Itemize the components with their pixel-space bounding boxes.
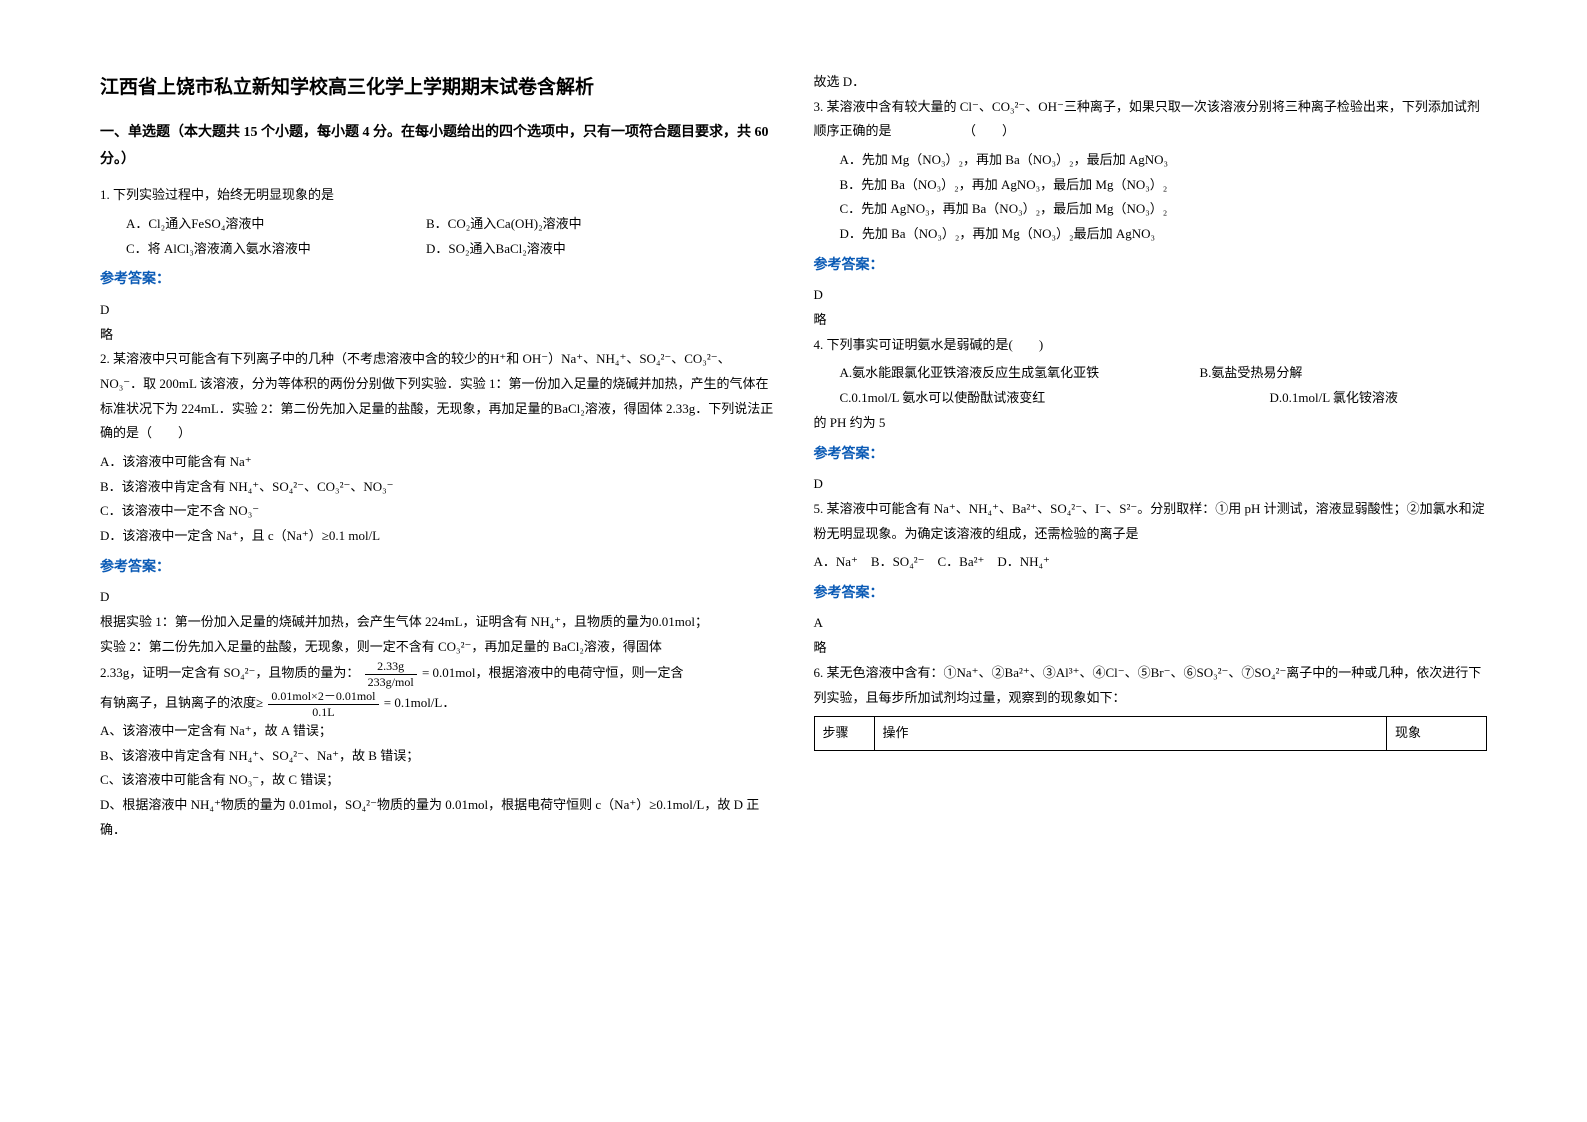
q6-stem: 6. 某无色溶液中含有：①Na⁺、②Ba²⁺、③Al³⁺、④Cl⁻、⑤Br⁻、⑥… (814, 661, 1488, 710)
q5-ans-label: 参考答案： (814, 581, 1488, 608)
table-row: 步骤 操作 现象 (814, 717, 1487, 751)
q2-ee: 故选 D． (814, 70, 1488, 95)
q1-exp: 略 (100, 323, 774, 348)
q2-frac2: 0.01mol×2－0.01mol 0.1L (266, 689, 380, 719)
q3-opt-c: C．先加 AgNO₃，再加 Ba（NO₃）₂，最后加 Mg（NO₃）₂ (814, 197, 1488, 222)
q5-opts: A．Na⁺ B．SO₄²⁻ C．Ba²⁺ D．NH₄⁺ (814, 550, 1488, 575)
q2-e4-post: = 0.1mol/L． (384, 695, 456, 710)
q4-opt-c: C.0.1mol/L 氨水可以使酚酞试液变红 (840, 386, 1270, 411)
q1-opts-row2: C．将 AlCl₃溶液滴入氨水溶液中 D．SO₂通入BaCl₂溶液中 (100, 237, 774, 262)
q5-stem: 5. 某溶液中可能含有 Na⁺、NH₄⁺、Ba²⁺、SO₄²⁻、I⁻、S²⁻。分… (814, 497, 1488, 546)
q5-ans: A (814, 611, 1488, 636)
q2-ea: A、该溶液中一定含有 Na⁺，故 A 错误； (100, 719, 774, 744)
q2-opt-c: C．该溶液中一定不含 NO₃⁻ (100, 499, 774, 524)
q4-ans: D (814, 472, 1488, 497)
q6-th2: 操作 (874, 717, 1387, 751)
q2-opt-d: D．该溶液中一定含 Na⁺，且 c（Na⁺）≥0.1 mol/L (100, 524, 774, 549)
q1-opts-row1: A．Cl₂通入FeSO₄溶液中 B．CO₂通入Ca(OH)₂溶液中 (100, 212, 774, 237)
q2-ec: C、该溶液中可能含有 NO₃⁻，故 C 错误； (100, 768, 774, 793)
left-column: 江西省上饶市私立新知学校高三化学上学期期末试卷含解析 一、单选题（本大题共 15… (80, 70, 794, 1082)
q1-opt-b: B．CO₂通入Ca(OH)₂溶液中 (426, 212, 582, 237)
q2-frac2-num: 0.01mol×2－0.01mol (268, 689, 378, 704)
q2-e2: 实验 2：第二份先加入足量的盐酸，无现象，则一定不含有 CO₃²⁻，再加足量的 … (100, 635, 774, 660)
q3-stem: 3. 某溶液中含有较大量的 Cl⁻、CO₃²⁻、OH⁻三种离子，如果只取一次该溶… (814, 95, 1488, 144)
doc-title: 江西省上饶市私立新知学校高三化学上学期期末试卷含解析 (100, 70, 774, 106)
q1-ans-label: 参考答案： (100, 267, 774, 294)
q3-ans-label: 参考答案： (814, 253, 1488, 280)
q2-opt-b: B．该溶液中肯定含有 NH₄⁺、SO₄²⁻、CO₃²⁻、NO₃⁻ (100, 475, 774, 500)
q2-e4: 有钠离子，且钠离子的浓度≥ 0.01mol×2－0.01mol 0.1L = 0… (100, 689, 774, 719)
q2-stem: 2. 某溶液中只可能含有下列离子中的几种（不考虑溶液中含的较少的H⁺和 OH⁻）… (100, 347, 774, 446)
q2-e3-post: = 0.01mol，根据溶液中的电荷守恒，则一定含 (422, 665, 684, 680)
q3-ans: D (814, 283, 1488, 308)
q4-opt-d: D.0.1mol/L 氯化铵溶液 (1270, 386, 1398, 411)
q6-th3: 现象 (1387, 717, 1487, 751)
q3-opt-d: D．先加 Ba（NO₃）₂，再加 Mg（NO₃）₂最后加 AgNO₃ (814, 222, 1488, 247)
q2-eb: B、该溶液中肯定含有 NH₄⁺、SO₄²⁻、Na⁺，故 B 错误； (100, 744, 774, 769)
q5-exp: 略 (814, 636, 1488, 661)
q2-ans-label: 参考答案： (100, 555, 774, 582)
q2-ans: D (100, 585, 774, 610)
q2-e3-pre: 2.33g，证明一定含有 SO₄²⁻，且物质的量为： (100, 665, 359, 680)
q4-row1: A.氨水能跟氯化亚铁溶液反应生成氢氧化亚铁 B.氨盐受热易分解 (814, 361, 1488, 386)
q4-opt-a: A.氨水能跟氯化亚铁溶液反应生成氢氧化亚铁 (840, 361, 1200, 386)
q3-opt-b: B．先加 Ba（NO₃）₂，再加 AgNO₃，最后加 Mg（NO₃）₂ (814, 173, 1488, 198)
q1-opt-c: C．将 AlCl₃溶液滴入氨水溶液中 (126, 237, 426, 262)
q1-opt-d: D．SO₂通入BaCl₂溶液中 (426, 237, 566, 262)
q2-ed: D、根据溶液中 NH₄⁺物质的量为 0.01mol，SO₄²⁻物质的量为 0.0… (100, 793, 774, 842)
q6-th1: 步骤 (814, 717, 874, 751)
q2-e1: 根据实验 1：第一份加入足量的烧碱并加热，会产生气体 224mL，证明含有 NH… (100, 610, 774, 635)
q2-frac1-den: 233g/mol (365, 675, 417, 689)
q1-ans: D (100, 298, 774, 323)
q3-exp: 略 (814, 308, 1488, 333)
q2-e3: 2.33g，证明一定含有 SO₄²⁻，且物质的量为： 2.33g 233g/mo… (100, 659, 774, 689)
q2-frac2-den: 0.1L (268, 705, 378, 719)
q2-frac1: 2.33g 233g/mol (363, 659, 419, 689)
q3-opt-a: A．先加 Mg（NO₃）₂，再加 Ba（NO₃）₂，最后加 AgNO₃ (814, 148, 1488, 173)
q4-stem: 4. 下列事实可证明氨水是弱碱的是( ) (814, 333, 1488, 358)
section-1-head: 一、单选题（本大题共 15 个小题，每小题 4 分。在每小题给出的四个选项中，只… (100, 120, 774, 173)
page: 江西省上饶市私立新知学校高三化学上学期期末试卷含解析 一、单选题（本大题共 15… (0, 0, 1587, 1122)
q2-frac1-num: 2.33g (365, 659, 417, 674)
q2-opt-a: A．该溶液中可能含有 Na⁺ (100, 450, 774, 475)
q1-opt-a: A．Cl₂通入FeSO₄溶液中 (126, 212, 426, 237)
q2-e4-pre: 有钠离子，且钠离子的浓度≥ (100, 695, 263, 710)
q4-opt-b: B.氨盐受热易分解 (1200, 361, 1303, 386)
q1-stem: 1. 下列实验过程中，始终无明显现象的是 (100, 183, 774, 208)
q4-opt-d2: 的 PH 约为 5 (814, 411, 1488, 436)
right-column: 故选 D． 3. 某溶液中含有较大量的 Cl⁻、CO₃²⁻、OH⁻三种离子，如果… (794, 70, 1508, 1082)
q6-table: 步骤 操作 现象 (814, 716, 1488, 751)
q4-row2: C.0.1mol/L 氨水可以使酚酞试液变红 D.0.1mol/L 氯化铵溶液 (814, 386, 1488, 411)
q4-ans-label: 参考答案： (814, 442, 1488, 469)
